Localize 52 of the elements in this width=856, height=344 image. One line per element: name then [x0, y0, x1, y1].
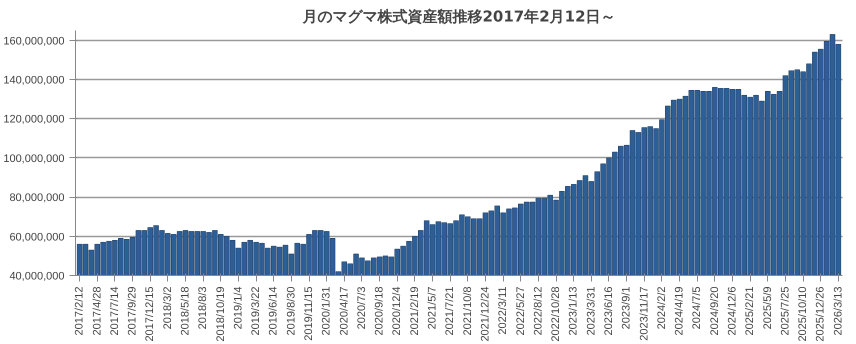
x-tick-label: 2021/10/8: [462, 286, 474, 336]
x-tick-label: 2020/4/17: [338, 286, 350, 336]
x-tick-label: 2017/7/14: [108, 286, 121, 336]
y-tick-label: 100,000,000: [3, 152, 64, 165]
x-tick-label: 2024/12/6: [726, 286, 739, 336]
x-tick-label: 2025/5/9: [762, 286, 774, 330]
x-tick-label: 2023/6/16: [602, 286, 615, 336]
x-tick-label: 2025/7/25: [779, 286, 792, 336]
x-tick-label: 2020/12/4: [391, 286, 404, 336]
x-tick-label: 2021/2/19: [408, 286, 421, 336]
x-tick-label: 2023/1/13: [568, 286, 580, 336]
y-tick-label: 140,000,000: [3, 74, 64, 86]
x-tick-label: 2024/7/5: [691, 286, 704, 330]
x-tick-label: 2021/7/21: [444, 286, 456, 336]
chart-title: 月のマグマ株式資産額推移2017年2月12日～: [301, 8, 616, 26]
x-tick-label: 2019/6/14: [268, 286, 280, 336]
y-tick-label: 120,000,000: [3, 114, 64, 126]
x-tick-label: 2020/1/31: [320, 286, 333, 336]
y-tick-label: 60,000,000: [9, 231, 65, 244]
y-tick-label: 40,000,000: [9, 270, 65, 282]
x-tick-label: 2025/12/26: [814, 286, 827, 342]
x-tick-label: 2023/3/31: [585, 286, 598, 336]
x-tick-label: 2017/2/12: [74, 286, 86, 336]
y-tick-label: 80,000,000: [9, 192, 65, 204]
x-tick-label: 2022/10/28: [550, 286, 562, 342]
x-tick-label: 2017/12/15: [144, 286, 156, 342]
x-tick-label: 2024/4/19: [674, 286, 686, 336]
x-tick-label: 2017/4/28: [91, 286, 104, 336]
x-tick-label: 2019/8/30: [285, 286, 298, 336]
x-tick-label: 2018/5/18: [179, 286, 192, 336]
x-tick-label: 2022/8/12: [532, 286, 544, 336]
x-tick-label: 2018/10/19: [214, 286, 227, 342]
x-tick-label: 2018/8/3: [197, 286, 210, 330]
y-tick-label: 160,000,000: [3, 35, 64, 48]
x-tick-label: 2021/5/7: [426, 286, 439, 330]
x-tick-label: 2026/3/13: [832, 286, 844, 336]
x-tick-label: 2017/9/29: [126, 286, 139, 336]
x-tick-label: 2019/11/15: [303, 286, 316, 341]
x-tick-label: 2019/1/4: [232, 286, 244, 330]
x-tick-label: 2022/5/27: [514, 286, 527, 336]
x-tick-label: 2024/2/2: [656, 286, 668, 330]
x-tick-label: 2025/10/10: [797, 286, 810, 342]
x-tick-label: 2021/12/24: [479, 286, 492, 342]
x-tick-label: 2022/3/11: [497, 286, 510, 335]
x-tick-label: 2023/11/17: [638, 286, 650, 341]
x-tick-label: 2019/3/22: [250, 286, 262, 336]
x-tick-label: 2023/9/1: [620, 286, 633, 330]
x-tick-label: 2018/3/2: [162, 286, 174, 330]
x-tick-label: 2025/2/21: [744, 286, 756, 336]
x-tick-label: 2020/7/3: [356, 286, 368, 330]
x-tick-label: 2024/9/20: [708, 286, 721, 336]
x-tick-label: 2020/9/18: [374, 286, 386, 336]
